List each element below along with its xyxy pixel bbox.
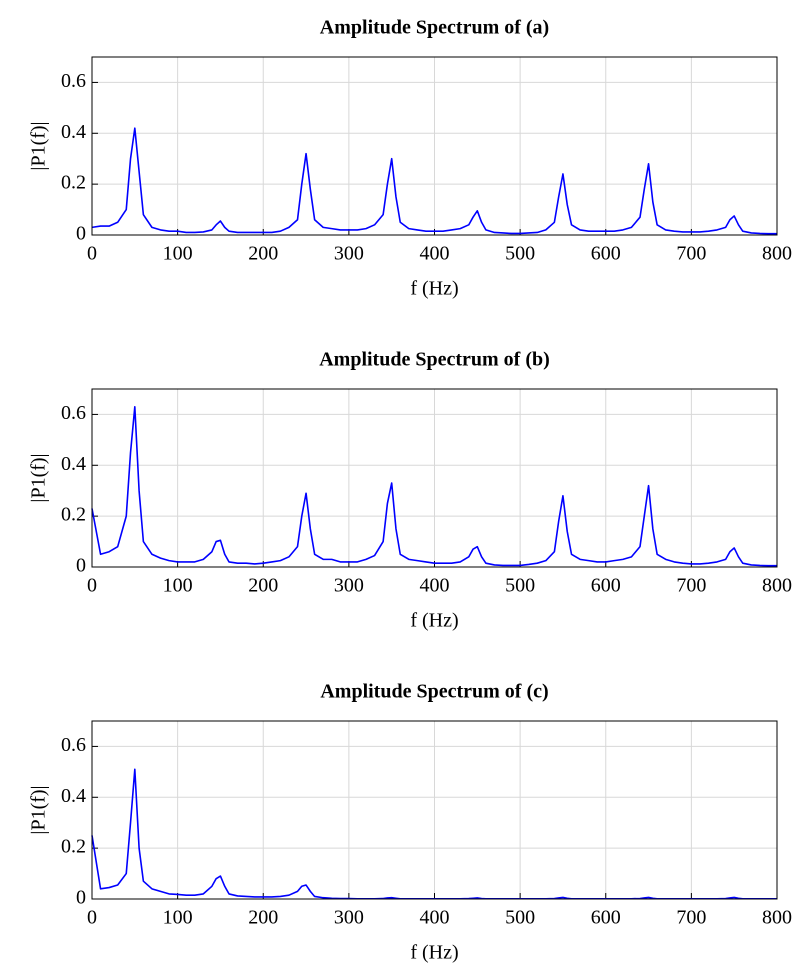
- chart-title: Amplitude Spectrum of (b): [319, 349, 550, 371]
- plot-frame: [91, 720, 778, 900]
- x-tick-label: 600: [591, 907, 621, 929]
- x-tick-label: 100: [163, 575, 193, 597]
- plot-frame: [91, 56, 778, 236]
- x-axis-label: f (Hz): [410, 610, 458, 632]
- plot-frame: [91, 388, 778, 568]
- x-tick-label: 500: [505, 243, 535, 265]
- x-tick-label: 100: [163, 907, 193, 929]
- y-tick-label: 0: [76, 555, 86, 577]
- x-tick-label: 800: [762, 243, 792, 265]
- y-tick-label: 0.4: [61, 453, 86, 475]
- chart-title: Amplitude Spectrum of (c): [320, 681, 548, 703]
- y-tick-label: 0.6: [61, 734, 86, 756]
- y-tick-label: 0.2: [61, 836, 86, 858]
- x-tick-label: 200: [248, 907, 278, 929]
- x-tick-label: 600: [591, 575, 621, 597]
- y-tick-label: 0.2: [61, 504, 86, 526]
- y-tick-label: 0.6: [61, 402, 86, 424]
- x-tick-label: 400: [420, 575, 450, 597]
- y-tick-label: 0.4: [61, 785, 86, 807]
- x-tick-label: 300: [334, 243, 364, 265]
- x-tick-label: 400: [420, 907, 450, 929]
- y-axis-label: |P1(f)|: [28, 453, 50, 502]
- x-tick-label: 400: [420, 243, 450, 265]
- spectrum-line: [91, 406, 777, 567]
- x-tick-label: 800: [762, 907, 792, 929]
- x-tick-label: 800: [762, 575, 792, 597]
- x-tick-label: 0: [87, 907, 97, 929]
- y-tick-label: 0: [76, 223, 86, 245]
- x-tick-label: 300: [334, 907, 364, 929]
- x-tick-label: 600: [591, 243, 621, 265]
- y-axis-label: |P1(f)|: [28, 121, 50, 170]
- x-axis-label: f (Hz): [410, 942, 458, 964]
- x-tick-label: 200: [248, 575, 278, 597]
- y-axis-label: |P1(f)|: [28, 785, 50, 834]
- y-tick-label: 0: [76, 887, 86, 909]
- x-tick-label: 200: [248, 243, 278, 265]
- x-tick-label: 700: [676, 907, 706, 929]
- chart-title: Amplitude Spectrum of (a): [320, 17, 549, 39]
- x-tick-label: 300: [334, 575, 364, 597]
- x-tick-label: 500: [505, 907, 535, 929]
- x-axis-label: f (Hz): [410, 278, 458, 300]
- x-tick-label: 500: [505, 575, 535, 597]
- x-tick-label: 700: [676, 243, 706, 265]
- x-tick-label: 100: [163, 243, 193, 265]
- x-tick-label: 0: [87, 575, 97, 597]
- x-tick-label: 0: [87, 243, 97, 265]
- x-tick-label: 700: [676, 575, 706, 597]
- y-tick-label: 0.6: [61, 70, 86, 92]
- y-tick-label: 0.2: [61, 172, 86, 194]
- spectrum-line: [91, 127, 777, 235]
- y-tick-label: 0.4: [61, 121, 86, 143]
